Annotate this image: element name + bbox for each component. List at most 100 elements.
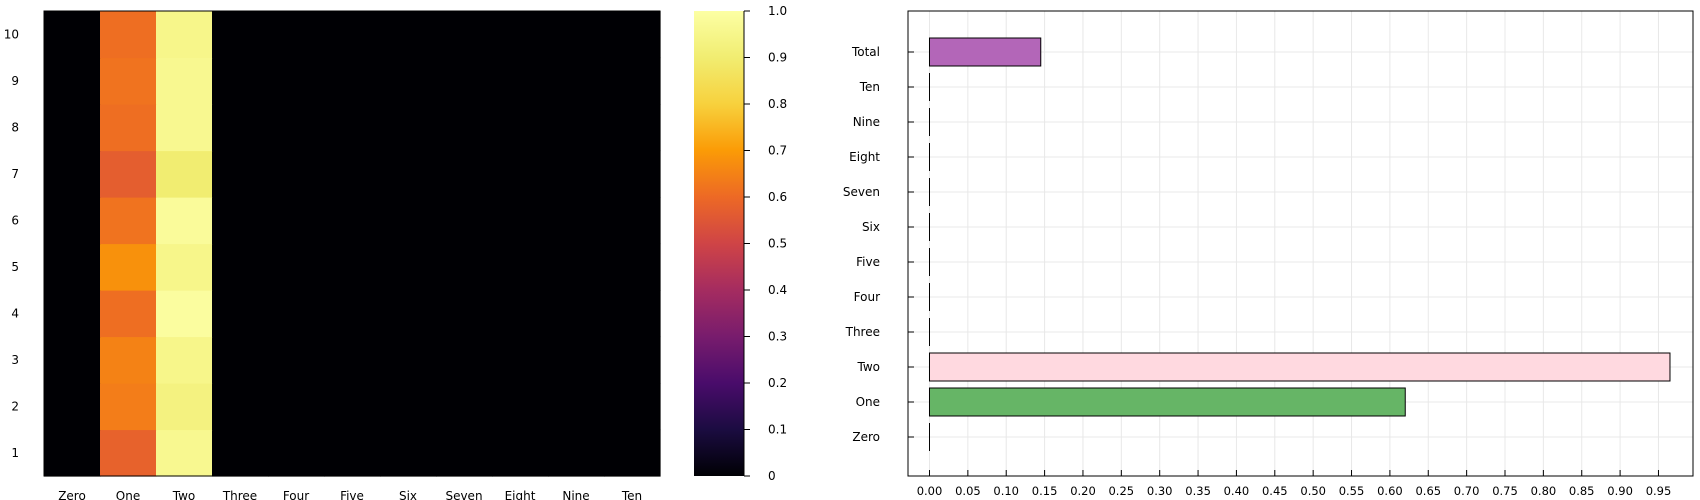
heatmap-cell (156, 243, 213, 291)
heatmap-cell (156, 11, 213, 59)
heatmap-y-tick-label: 7 (11, 167, 19, 181)
bar-y-tick-label: Two (857, 360, 881, 374)
heatmap-cell (156, 150, 213, 198)
bar-x-tick-label: 0.35 (1185, 484, 1211, 498)
heatmap-cell (380, 429, 437, 477)
colorbar-tick-label: 0.7 (768, 144, 787, 158)
bar-x-tick-label: 0.65 (1415, 484, 1441, 498)
bar-y-tick-label: Total (851, 45, 880, 59)
heatmap-cell (380, 336, 437, 384)
heatmap-cell (604, 383, 661, 431)
heatmap-cell (324, 383, 381, 431)
colorbar-tick-label: 0.3 (768, 330, 787, 344)
heatmap-cell (492, 290, 549, 338)
bar-chart-panel: 0.00 0.05 0.10 0.15 0.20 0.25 0.30 0.35 0.40 0.45… (843, 10, 1694, 498)
colorbar-tick-label: 0.6 (768, 190, 787, 204)
bar-y-tick-label: Ten (859, 80, 880, 94)
heatmap-cell (324, 150, 381, 198)
heatmap-cell (268, 243, 325, 291)
heatmap-cell (380, 57, 437, 105)
heatmap-y-tick-label: 6 (11, 213, 19, 227)
heatmap-cell (604, 243, 661, 291)
bar-y-tick-label: Three (845, 325, 880, 339)
bar-y-tick-label: Five (856, 255, 880, 269)
heatmap-cell (604, 429, 661, 477)
heatmap-cell (44, 57, 101, 105)
heatmap-cell (604, 104, 661, 152)
bar-x-tick-label: 0.75 (1492, 484, 1518, 498)
colorbar-tick-label: 0.8 (768, 97, 787, 111)
bar-x-tick-label: 0.95 (1646, 484, 1672, 498)
heatmap-cell (548, 383, 605, 431)
colorbar-tick-label: 0.1 (768, 423, 787, 437)
heatmap-cell (44, 11, 101, 59)
bar-two (928, 352, 1671, 382)
heatmap-x-tick-label: Zero (58, 489, 86, 500)
heatmap-cell (436, 104, 493, 152)
heatmap-cell (324, 11, 381, 59)
heatmap-cell (492, 383, 549, 431)
colorbar-tick-label: 0.9 (768, 51, 787, 65)
bar-x-tick-label: 0.85 (1569, 484, 1595, 498)
heatmap-cell (268, 429, 325, 477)
heatmap-cell (156, 104, 213, 152)
heatmap-cell (380, 104, 437, 152)
heatmap-cell (436, 383, 493, 431)
heatmap-cell (44, 429, 101, 477)
bar-x-tick-label: 0.70 (1454, 484, 1480, 498)
heatmap-cell (380, 11, 437, 59)
heatmap-cell (548, 197, 605, 245)
colorbar-tick-label: 1.0 (768, 4, 787, 18)
heatmap-cell (548, 290, 605, 338)
heatmap-cell (492, 336, 549, 384)
heatmap-panel: Zero One Two Three Four Five Six Seven Eight Nine… (4, 10, 661, 500)
heatmap-y-tick-label: 1 (11, 446, 19, 460)
heatmap-cell (548, 429, 605, 477)
heatmap-cell (156, 336, 213, 384)
heatmap-cell (380, 197, 437, 245)
heatmap-cell (436, 243, 493, 291)
heatmap-cell (324, 104, 381, 152)
heatmap-y-tick-label: 4 (11, 306, 19, 320)
bar-x-tick-label: 0.10 (993, 484, 1019, 498)
colorbar-tick-label: 0.4 (768, 283, 787, 297)
heatmap-y-tick-label: 9 (11, 74, 19, 88)
heatmap-x-tick-label: One (116, 489, 140, 500)
heatmap-cell (492, 57, 549, 105)
heatmap-cell (212, 429, 269, 477)
heatmap-cell (492, 429, 549, 477)
heatmap-cell (212, 336, 269, 384)
heatmap-cell (156, 57, 213, 105)
heatmap-cell (492, 104, 549, 152)
heatmap-cell (44, 197, 101, 245)
heatmap-cell (604, 150, 661, 198)
heatmap-cell (212, 104, 269, 152)
heatmap-cell (436, 57, 493, 105)
heatmap-cell (548, 57, 605, 105)
bar-x-tick-label: 0.00 (917, 484, 943, 498)
heatmap-x-tick-label: Seven (445, 489, 482, 500)
heatmap-x-tick-label: Nine (562, 489, 589, 500)
heatmap-cell (548, 11, 605, 59)
heatmap-cell (436, 429, 493, 477)
heatmap-cell (548, 150, 605, 198)
heatmap-cell (604, 197, 661, 245)
heatmap-cell (268, 150, 325, 198)
heatmap-cell (604, 336, 661, 384)
bar-x-tick-label: 0.30 (1147, 484, 1173, 498)
heatmap-cell (436, 336, 493, 384)
heatmap-cell (100, 150, 157, 198)
heatmap-cell (548, 243, 605, 291)
heatmap-cell (44, 104, 101, 152)
heatmap-cell (212, 57, 269, 105)
colorbar-panel: 0 0.1 0.2 0.3 0.4 0.5 0.6 0.7 0.8 0.9 1.0 (694, 4, 787, 483)
heatmap-frame (43, 10, 661, 477)
heatmap-cell (212, 383, 269, 431)
heatmap-cell (436, 290, 493, 338)
heatmap-y-tick-label: 10 (4, 27, 19, 41)
heatmap-cell (604, 57, 661, 105)
bar-plot-frame (907, 10, 1694, 477)
heatmap-y-tick-label: 3 (11, 353, 19, 367)
heatmap-cell (156, 197, 213, 245)
bar-x-tick-label: 0.90 (1607, 484, 1633, 498)
